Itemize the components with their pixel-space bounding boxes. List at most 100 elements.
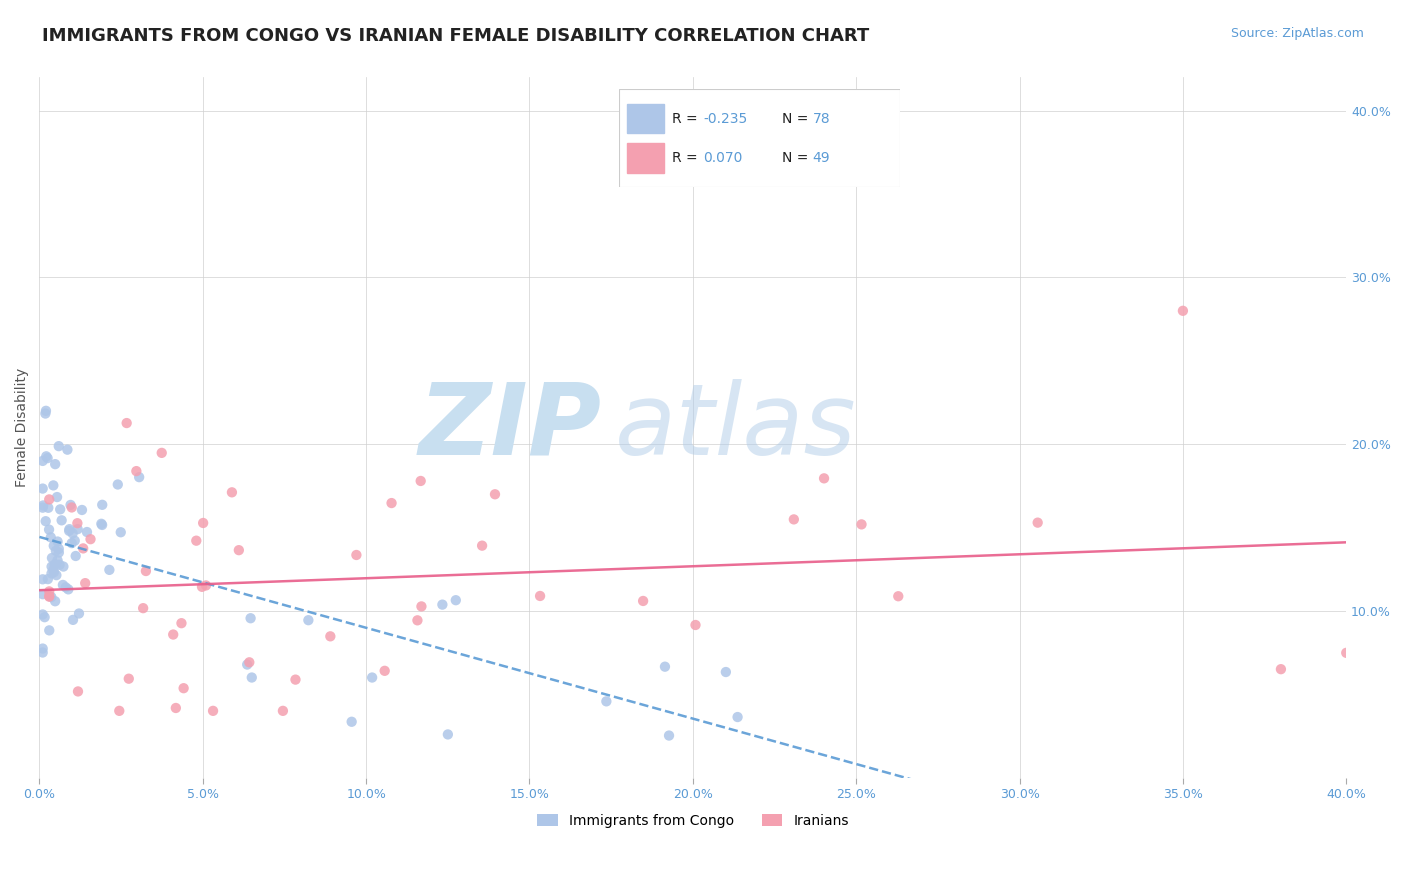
Point [58,522,80,536]
Point [132,601,155,615]
Point [437,727,460,741]
Point [62,613,84,627]
Point [72,541,94,556]
Point [1171,303,1194,318]
Point [783,512,806,526]
Point [52,578,75,592]
Point [658,729,681,743]
Point [41,551,63,566]
Point [38,589,60,603]
Point [228,543,250,558]
Point [108,704,131,718]
Point [319,629,342,643]
Point [340,714,363,729]
Point [31,607,53,622]
Text: -0.235: -0.235 [703,112,747,126]
Point [90,516,112,531]
Point [31,587,53,601]
Point [38,590,60,604]
Point [42,563,65,577]
Point [239,611,262,625]
Point [411,599,433,614]
Point [46,490,69,504]
Point [444,593,467,607]
Point [727,710,749,724]
Point [58,524,80,538]
Point [98,563,121,577]
Point [58,582,80,597]
Point [191,580,214,594]
Point [44,594,66,608]
Text: atlas: atlas [614,379,856,476]
Y-axis label: Female Disability: Female Disability [15,368,30,487]
Point [42,539,65,553]
Point [49,502,72,516]
Point [714,665,737,679]
Point [75,576,97,591]
Point [170,616,193,631]
Point [409,474,432,488]
Point [236,657,259,672]
Point [48,558,70,572]
Point [79,532,101,546]
Point [42,478,65,492]
Point [150,446,173,460]
Point [361,671,384,685]
Point [34,514,56,528]
Point [31,646,53,660]
Point [595,694,617,708]
Point [31,454,53,468]
Point [284,673,307,687]
Point [59,498,82,512]
Point [631,594,654,608]
Point [165,701,187,715]
Point [39,530,62,544]
Point [60,500,83,515]
Point [76,524,98,539]
Point [45,543,67,558]
Point [37,572,59,586]
Point [887,589,910,603]
Point [60,536,83,550]
Point [45,568,67,582]
Point [65,549,87,563]
Point [44,558,66,572]
Point [48,545,70,559]
Point [202,704,225,718]
Point [1026,516,1049,530]
Point [31,572,53,586]
Point [67,607,90,621]
Point [41,559,63,574]
Point [38,584,60,599]
Point [194,578,217,592]
Point [48,541,70,556]
Point [221,485,243,500]
Point [37,451,59,466]
Point [37,500,59,515]
Text: IMMIGRANTS FROM CONGO VS IRANIAN FEMALE DISABILITY CORRELATION CHART: IMMIGRANTS FROM CONGO VS IRANIAN FEMALE … [42,27,869,45]
Point [374,664,396,678]
Text: 0.070: 0.070 [703,151,742,165]
Point [91,498,114,512]
Point [44,558,66,572]
Point [471,539,494,553]
Point [66,522,89,536]
Point [135,564,157,578]
Point [46,553,69,567]
Point [48,439,70,453]
Point [529,589,551,603]
Text: N =: N = [782,112,808,126]
Text: R =: R = [672,112,697,126]
Point [34,610,56,624]
Point [851,517,873,532]
Point [186,533,208,548]
Point [31,500,53,515]
Bar [627,103,664,133]
Bar [627,143,664,173]
Point [34,407,56,421]
Point [56,442,79,457]
Point [685,618,707,632]
Point [55,580,77,594]
Point [62,526,84,541]
Point [173,681,195,696]
